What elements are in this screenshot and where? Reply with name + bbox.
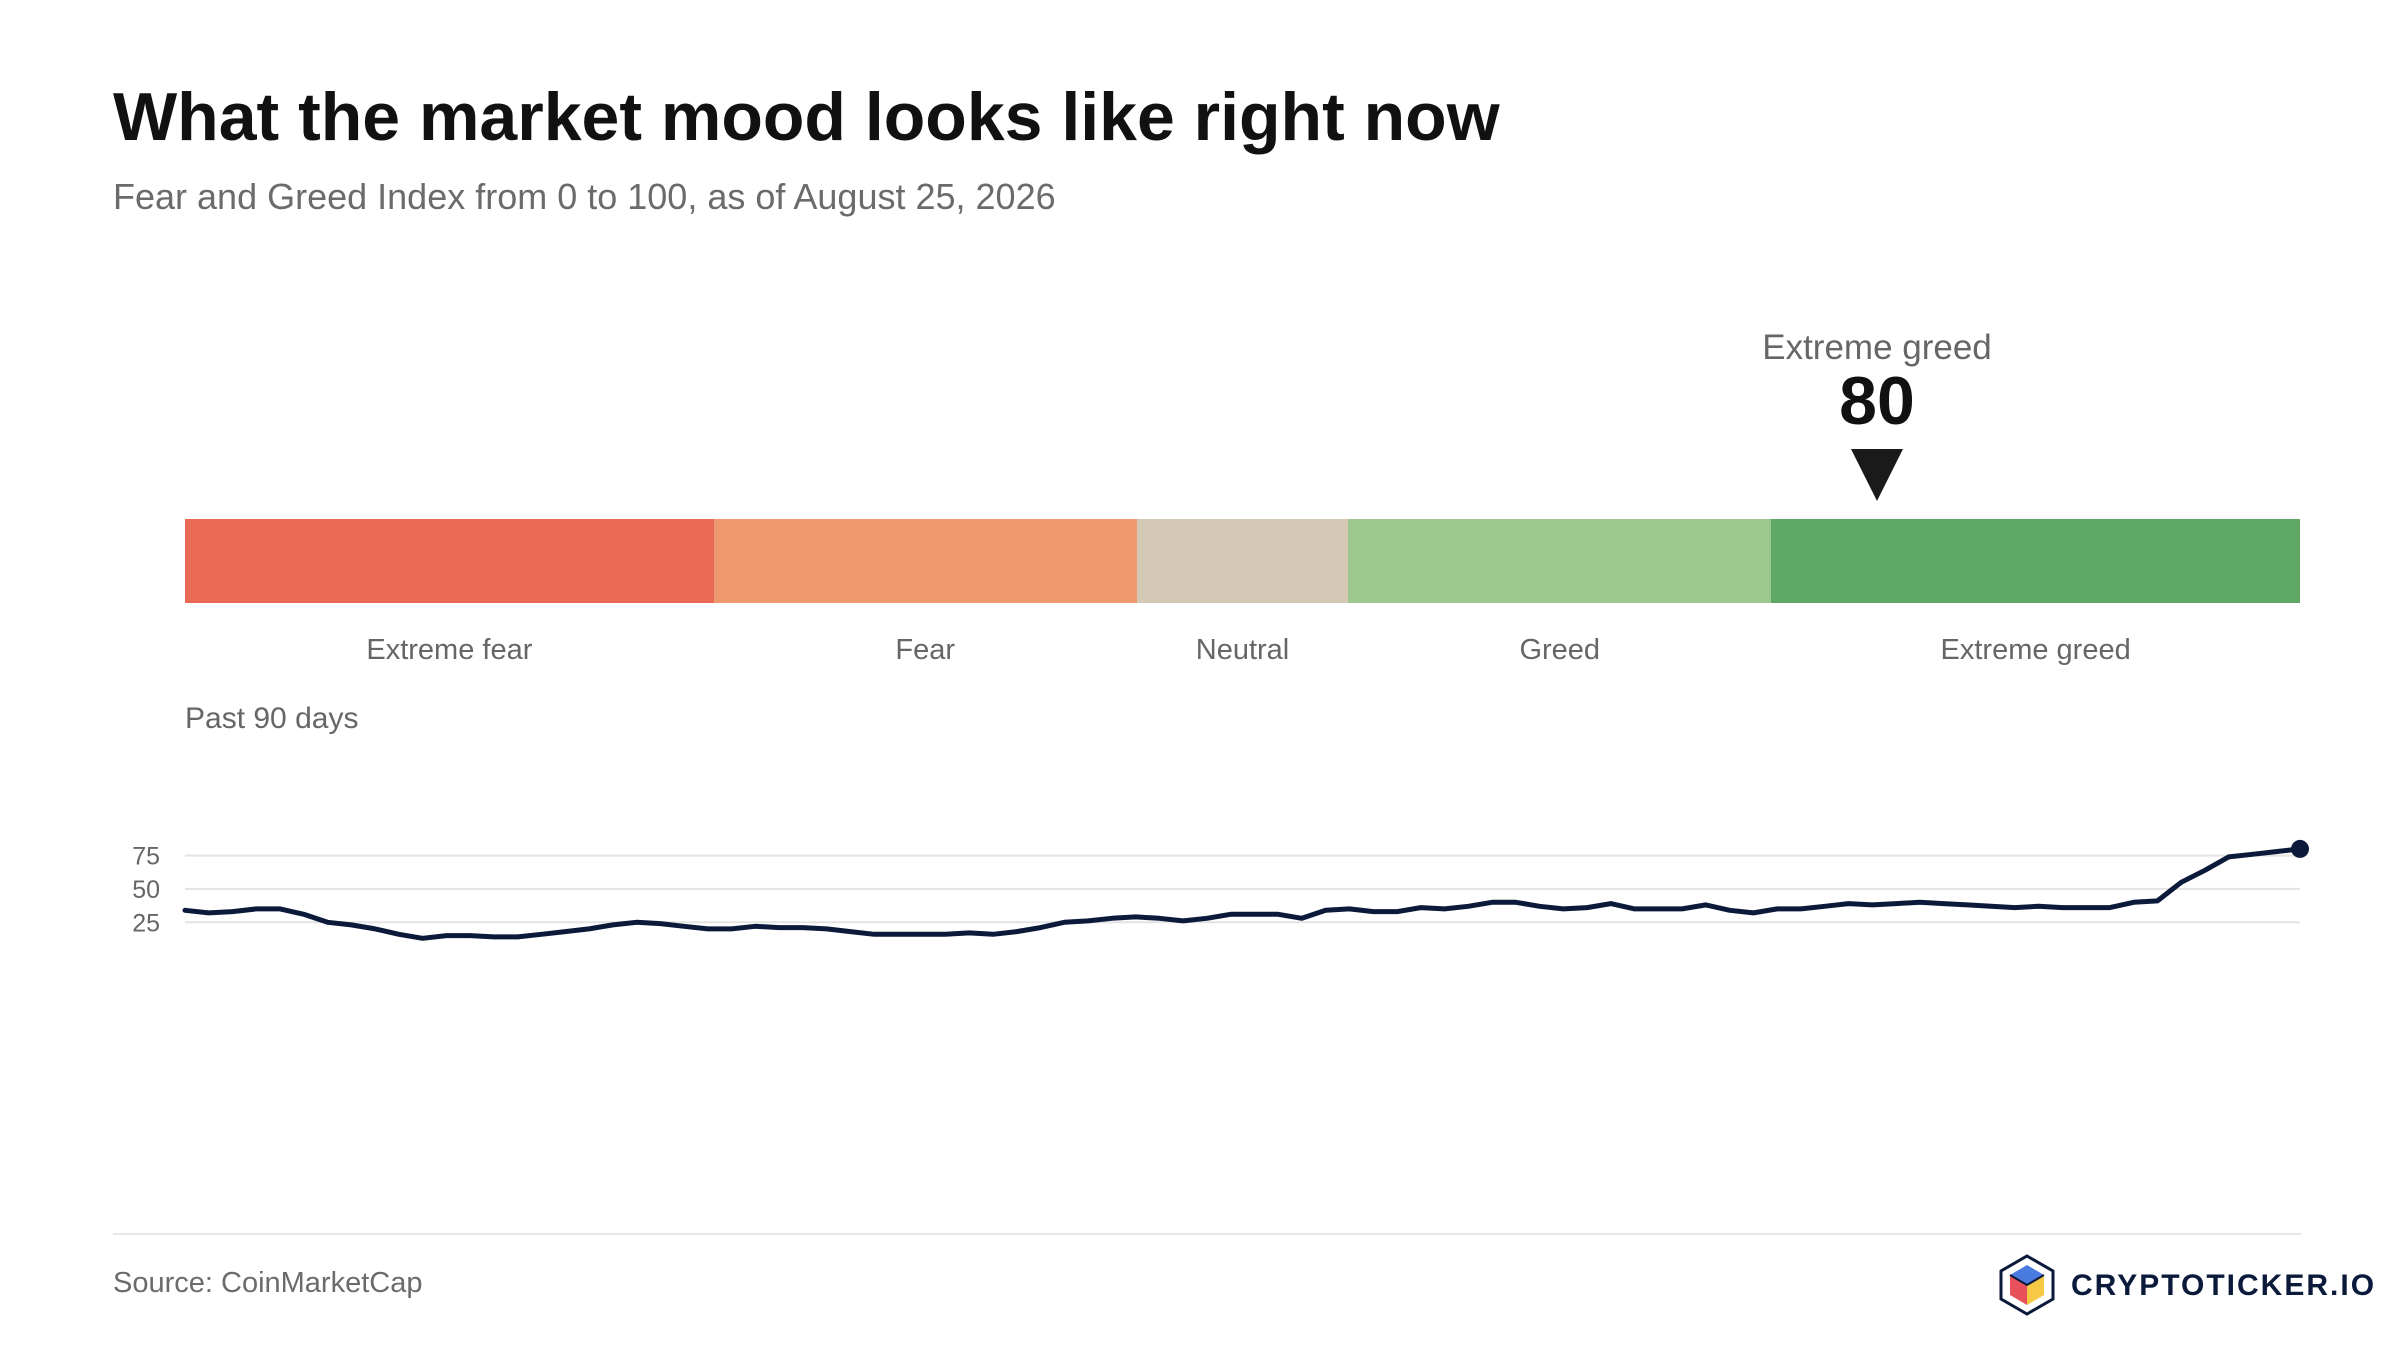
brand-name: CRYPTOTICKER.IO [2071, 1269, 2377, 1302]
gauge-zone-1 [713, 519, 1137, 603]
gauge-zone-0 [185, 519, 714, 603]
history-chart-title: Past 90 days [185, 702, 359, 735]
gauge-pointer-icon [1851, 449, 1903, 501]
y-tick-label: 75 [132, 843, 160, 871]
chart-title: What the market mood looks like right no… [113, 79, 1500, 155]
gauge-zone-2 [1136, 519, 1349, 603]
latest-point [2291, 839, 2309, 858]
gauge-zone-4 [1771, 519, 2300, 603]
cube-logo-icon [1999, 1254, 2055, 1316]
series-line [182, 846, 2303, 941]
chart-subtitle: Fear and Greed Index from 0 to 100, as o… [113, 176, 1056, 217]
y-tick-label: 50 [132, 876, 160, 904]
gauge-zone-label: Fear [895, 634, 956, 666]
gauge-zone-label: Extreme greed [1940, 634, 2131, 666]
y-tick-label: 25 [132, 909, 160, 937]
gauge-zone-label: Extreme fear [366, 634, 533, 666]
gauge-zone-3 [1348, 519, 1772, 603]
footer-divider [113, 1233, 2301, 1235]
gauge-zone-label: Greed [1519, 634, 1601, 666]
source-note: Source: CoinMarketCap [113, 1267, 423, 1299]
gauge-zone-label: Neutral [1195, 634, 1290, 666]
gauge-value: 80 [1839, 363, 1915, 439]
gauge-state-label: Extreme greed [1762, 328, 1992, 367]
